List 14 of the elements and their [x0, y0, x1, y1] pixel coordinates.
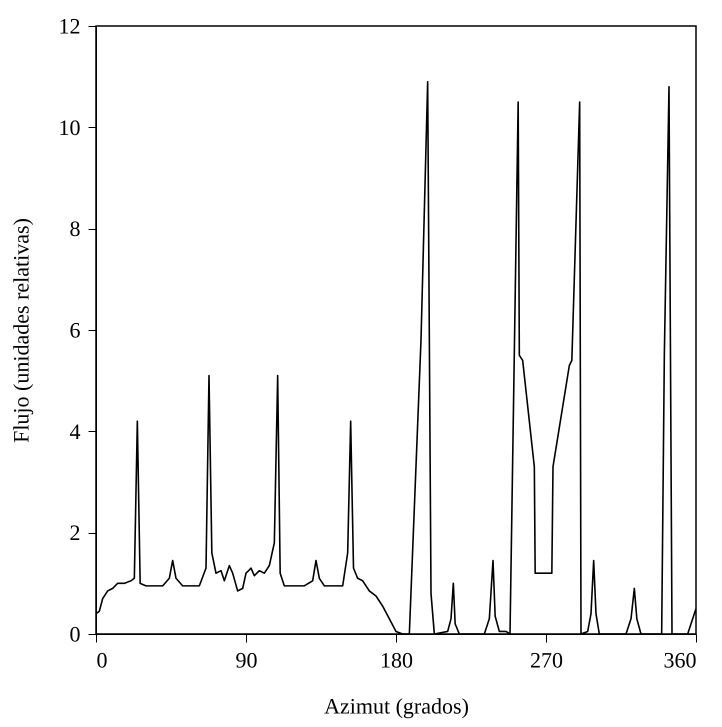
x-tick-label: 0 [96, 648, 108, 672]
y-tick-label: 0 [70, 622, 80, 646]
x-tick-label: 180 [380, 648, 413, 672]
x-tick-label: 360 [664, 648, 696, 672]
x-axis-title: Azimut (grados) [324, 694, 469, 718]
y-tick-label: 10 [58, 114, 80, 140]
y-tick-label: 12 [58, 14, 80, 38]
y-tick-label: 6 [70, 318, 80, 342]
y-axis-title: Flujo (unidades relativas) [8, 218, 34, 443]
x-tick-label: 90 [236, 648, 258, 672]
y-tick-label: 2 [70, 520, 80, 546]
y-tick-label: 8 [70, 216, 80, 242]
y-tick-label: 4 [70, 418, 80, 444]
x-tick-label: 270 [530, 648, 563, 672]
